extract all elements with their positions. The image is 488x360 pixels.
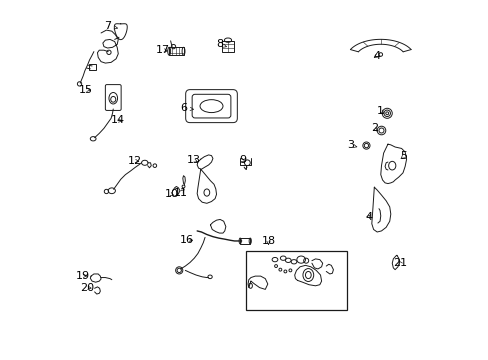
Text: 19: 19 <box>75 271 89 281</box>
Text: 10: 10 <box>164 189 178 199</box>
Bar <box>246 251 346 310</box>
Text: 8: 8 <box>215 40 226 49</box>
Text: 14: 14 <box>111 116 125 126</box>
Text: 6: 6 <box>180 103 193 113</box>
Text: 3: 3 <box>346 140 356 150</box>
Text: 13: 13 <box>186 155 200 165</box>
Text: 1: 1 <box>377 106 384 116</box>
Text: 20: 20 <box>80 283 94 293</box>
Text: 11: 11 <box>174 188 188 198</box>
Text: 2: 2 <box>370 123 377 133</box>
Bar <box>169 47 183 55</box>
Text: 4: 4 <box>373 50 380 60</box>
Text: 15: 15 <box>79 85 93 95</box>
Bar <box>240 238 250 244</box>
Text: 21: 21 <box>393 258 407 268</box>
Text: 9: 9 <box>238 155 245 165</box>
Text: 16: 16 <box>180 235 194 245</box>
Text: 12: 12 <box>128 156 142 166</box>
Text: 17: 17 <box>155 45 169 55</box>
Text: 18: 18 <box>261 236 275 246</box>
Text: 5: 5 <box>400 151 407 161</box>
Bar <box>222 41 233 51</box>
Text: 7: 7 <box>104 21 117 31</box>
Text: 4: 4 <box>365 212 372 221</box>
